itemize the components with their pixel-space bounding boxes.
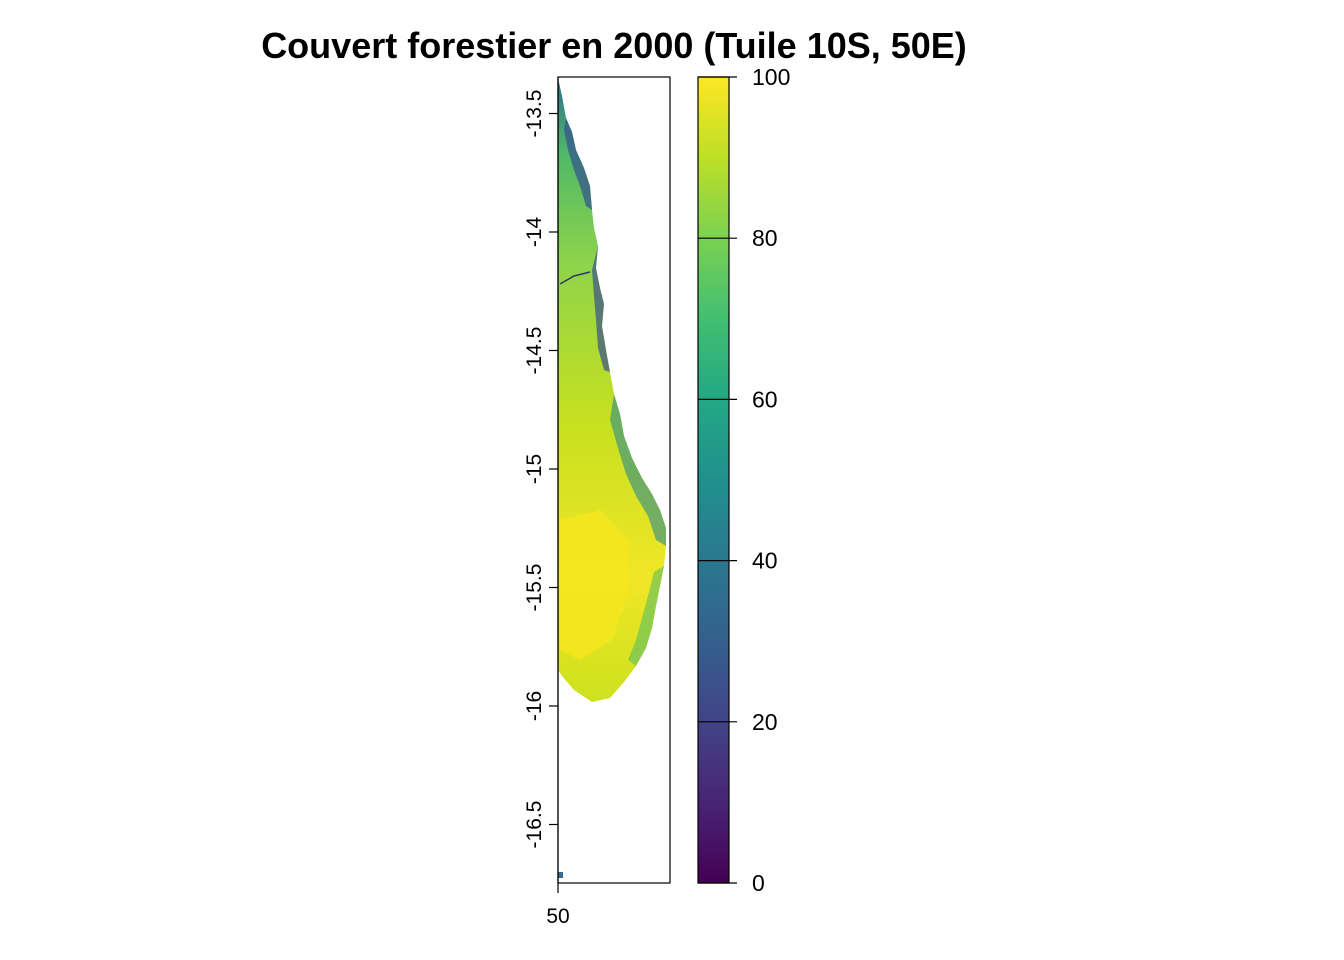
legend-colorbar	[697, 76, 730, 884]
legend-tick-label: 0	[752, 870, 765, 896]
x-axis: 50	[546, 883, 570, 928]
coastal-low-cover	[564, 118, 592, 210]
legend-tick-label: 60	[752, 386, 778, 412]
y-tick-label: -14	[523, 217, 546, 248]
y-tick-label: -15	[523, 454, 546, 484]
coastal-mid-cover	[610, 394, 666, 546]
legend-tick-label: 80	[752, 225, 778, 251]
y-tick-label: -13.5	[523, 90, 546, 138]
island-fragment	[558, 872, 563, 878]
legend-tick-label: 40	[752, 548, 778, 574]
y-axis: -13.5 -14 -14.5 -15 -15.5 -16 -16.5	[523, 77, 559, 883]
color-legend: 0 20 40 60 80 100	[697, 64, 790, 896]
coastal-green-strip	[628, 566, 664, 666]
y-tick-label: -15.5	[523, 564, 546, 612]
legend-tick-label: 20	[752, 709, 778, 735]
map-title: Couvert forestier en 2000 (Tuile 10S, 50…	[261, 25, 967, 66]
coastal-low-cover-2	[592, 246, 610, 372]
legend-tick-label: 100	[752, 64, 790, 90]
x-tick-label: 50	[546, 905, 569, 928]
river-line	[559, 271, 591, 285]
y-tick-label: -16	[523, 691, 546, 721]
y-tick-label: -14.5	[523, 327, 546, 375]
y-tick-label: -16.5	[523, 801, 546, 849]
interior-high-cover	[560, 510, 630, 660]
map-panel	[558, 78, 666, 878]
